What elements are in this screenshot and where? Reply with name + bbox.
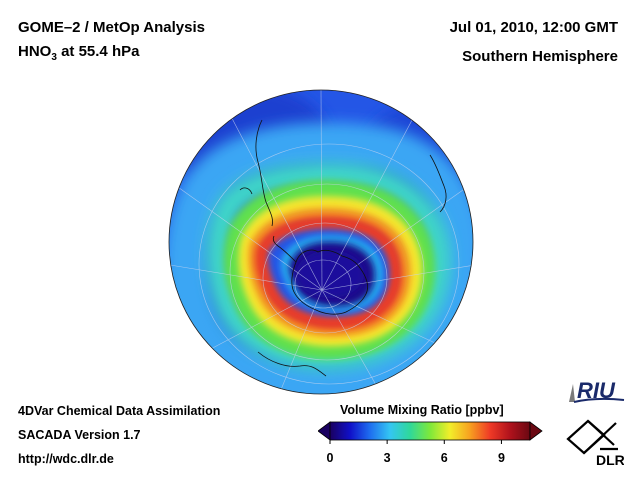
method-label: 4DVar Chemical Data Assimilation [18, 404, 221, 418]
australia-coast [257, 351, 327, 377]
meridian [169, 264, 323, 291]
version-label: SACADA Version 1.7 [18, 428, 141, 442]
riu-logo-swoosh [573, 397, 625, 403]
hemisphere-label: Southern Hemisphere [462, 48, 618, 65]
colorbar-min-arrow [318, 421, 331, 441]
latitude-circle [262, 222, 388, 334]
latitude-circle [229, 183, 425, 361]
colorbar-tick-label: 3 [383, 451, 391, 465]
meridian [279, 289, 323, 393]
coastlines [239, 119, 447, 377]
colorbar-gradient [329, 421, 531, 441]
vortex-inner [296, 250, 364, 298]
meridian [224, 104, 323, 291]
dlr-logo-mark [566, 419, 618, 455]
south-america-coast [255, 119, 273, 227]
dlr-logo-text: DLR [596, 452, 624, 468]
website-link[interactable]: http://wdc.dlr.de [18, 452, 114, 466]
meridian [321, 264, 473, 291]
yellow-band [238, 196, 423, 347]
graticule [169, 90, 473, 393]
colorbar-tick-label: 9 [497, 451, 505, 465]
latitude-circle [294, 259, 352, 309]
colorbar-max-arrow [529, 421, 543, 441]
dlr-logo: DLR [566, 419, 624, 468]
meridian [320, 90, 323, 291]
map-subtitle: HNO3 at 55.4 hPa [18, 43, 139, 67]
species-name: HNO [18, 43, 52, 60]
species-subscript: 3 [51, 52, 57, 63]
africa-coast [429, 154, 447, 213]
date-label: Jul 01, 2010, 12:00 GMT [449, 19, 618, 36]
map-title: GOME–2 / MetOp Analysis [18, 19, 205, 36]
hemisphere-map [168, 89, 474, 395]
latitude-circle [198, 143, 460, 385]
pressure-level: at 55.4 hPa [56, 43, 140, 60]
meridian [321, 104, 421, 291]
falkland-islands [239, 187, 253, 195]
colorbar [318, 421, 543, 444]
riu-logo-mark [569, 384, 575, 402]
meridian [174, 184, 323, 291]
antarctica-coast [291, 249, 368, 315]
colorbar-title: Volume Mixing Ratio [ppbv] [340, 403, 504, 417]
globe-outline [168, 89, 474, 395]
globe-field [169, 90, 473, 394]
colorbar-tick-label: 0 [326, 451, 334, 465]
riu-logo: RIU [569, 378, 625, 403]
colorbar-tick-label: 6 [440, 451, 448, 465]
colorbar-tickmarks [329, 440, 502, 444]
orange-band [248, 207, 412, 338]
red-collar [254, 215, 403, 330]
green-band [223, 179, 436, 360]
meridian [321, 289, 451, 351]
antarctic-peninsula [272, 235, 297, 263]
meridian [321, 289, 381, 393]
